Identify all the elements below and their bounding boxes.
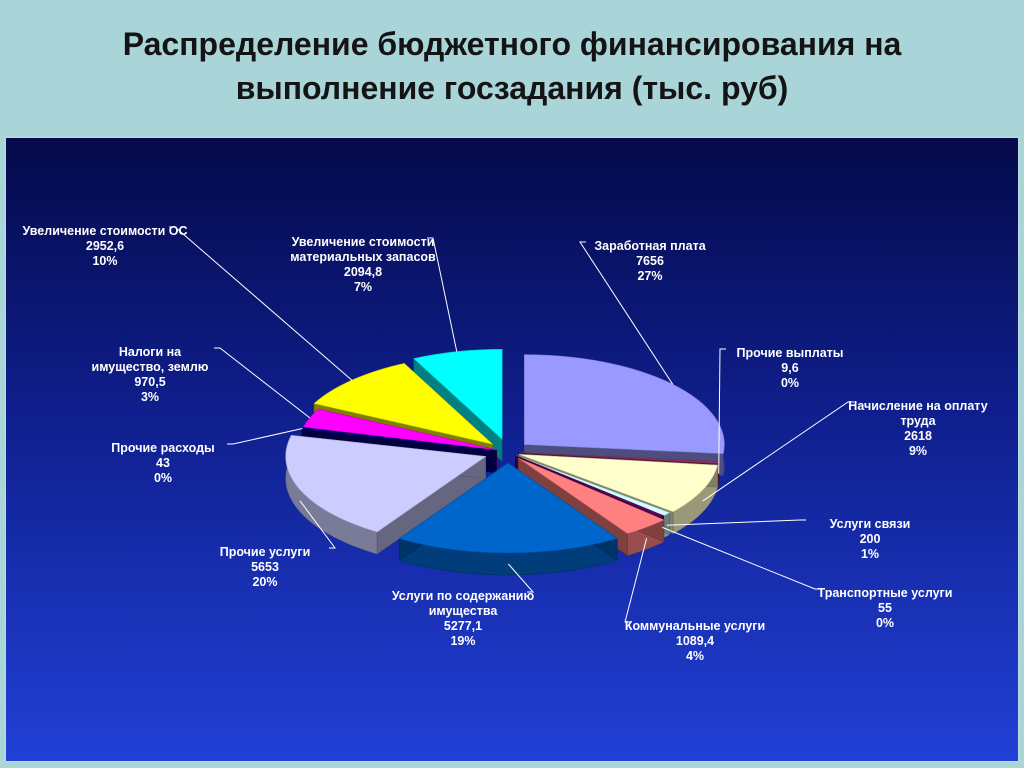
pie-slice-10-top: [302, 408, 497, 451]
data-label-2-line-3: 0%: [781, 376, 799, 390]
leader-line-3: [702, 401, 854, 502]
data-label-6-line-3: 4%: [686, 649, 704, 663]
data-label-2-line-1: Прочие выплаты: [737, 346, 844, 360]
pie-slices-layer: [285, 349, 725, 576]
title-line-1: Распределение бюджетного финансирования …: [122, 26, 902, 62]
chart-panel: [5, 137, 1019, 762]
data-label-5: Транспортные услуги 55 0%: [818, 586, 953, 630]
data-label-12-line-1: Увеличение стоимости: [292, 235, 435, 249]
data-label-8-line-2: 5653: [251, 560, 279, 574]
data-label-7-line-3: 5277,1: [444, 619, 482, 633]
data-label-12-line-4: 7%: [354, 280, 372, 294]
leader-line-11: [169, 226, 353, 381]
data-label-5-line-2: 55: [878, 601, 892, 615]
title-line-2: выполнение госзадания (тыс. руб): [235, 70, 789, 106]
data-label-6: Коммунальные услуги 1089,4 4%: [625, 619, 765, 663]
pie-slice-7: [398, 462, 618, 576]
data-label-4-line-3: 1%: [861, 547, 879, 561]
data-label-3-line-1: Начисление на оплату: [848, 399, 987, 413]
data-label-10-line-1: Налоги на: [119, 345, 182, 359]
leader-line-12: [427, 237, 458, 352]
leader-line-2: [718, 348, 726, 474]
data-label-5-line-3: 0%: [876, 616, 894, 630]
data-label-10-line-4: 3%: [141, 390, 159, 404]
data-label-8-line-1: Прочие услуги: [220, 545, 311, 559]
data-label-3: Начисление на оплату труда 2618 9%: [848, 399, 987, 458]
data-label-7-line-2: имущества: [429, 604, 499, 618]
leader-line-7: [508, 563, 535, 593]
leader-line-4: [666, 519, 806, 526]
data-label-1-line-1: Заработная плата: [594, 239, 706, 253]
data-label-10-line-2: имущество, землю: [92, 360, 209, 374]
leader-line-8: [299, 500, 336, 549]
data-label-11: Увеличение стоимости ОС 2952,6 10%: [22, 224, 187, 268]
pie-slice-1-top: [524, 354, 725, 454]
data-label-9: Прочие расходы 43 0%: [111, 441, 214, 485]
pie-slice-8: [285, 434, 487, 555]
data-label-1: Заработная плата 7656 27%: [594, 239, 706, 283]
data-label-4: Услуги связи 200 1%: [830, 517, 911, 561]
data-label-3-line-4: 9%: [909, 444, 927, 458]
pie-slice-11-top: [313, 363, 494, 445]
data-label-4-line-2: 200: [860, 532, 881, 546]
data-label-9-line-1: Прочие расходы: [111, 441, 214, 455]
leader-line-5: [662, 526, 821, 590]
data-label-11-line-2: 2952,6: [86, 239, 124, 253]
pie-slice-7-top: [398, 462, 618, 554]
data-label-2-line-2: 9,6: [781, 361, 798, 375]
data-label-3-line-2: труда: [900, 414, 936, 428]
data-label-1-line-2: 7656: [636, 254, 664, 268]
data-label-10: Налоги на имущество, землю 970,5 3%: [92, 345, 209, 404]
leader-line-6: [624, 538, 648, 623]
data-label-11-line-1: Увеличение стоимости ОС: [22, 224, 187, 238]
data-label-1-line-3: 27%: [637, 269, 662, 283]
data-label-6-line-1: Коммунальные услуги: [625, 619, 765, 633]
data-label-7-line-4: 19%: [450, 634, 475, 648]
pie-slice-8-top: [285, 434, 487, 533]
leader-lines-layer: [169, 226, 854, 623]
data-label-9-line-3: 0%: [154, 471, 172, 485]
page-title: Распределение бюджетного финансирования …: [0, 22, 1024, 110]
leader-line-10: [214, 347, 311, 419]
data-label-12-line-2: материальных запасов: [290, 250, 436, 264]
pie-slice-3-top: [518, 454, 718, 513]
data-labels-layer: Заработная плата 7656 27% Прочие выплаты 9,6…: [22, 224, 987, 663]
data-label-7-line-1: Услуги по содержанию: [392, 589, 535, 603]
data-label-11-line-3: 10%: [92, 254, 117, 268]
pie-slice-6-top: [518, 457, 665, 534]
data-label-5-line-1: Транспортные услуги: [818, 586, 953, 600]
data-label-12: Увеличение стоимости материальных запасов…: [290, 235, 436, 294]
data-label-6-line-2: 1089,4: [676, 634, 714, 648]
data-label-10-line-3: 970,5: [134, 375, 165, 389]
data-label-3-line-3: 2618: [904, 429, 932, 443]
leader-line-9: [227, 428, 303, 445]
data-label-12-line-3: 2094,8: [344, 265, 382, 279]
pie-slice-9-top: [301, 427, 497, 451]
data-label-4-line-1: Услуги связи: [830, 517, 911, 531]
data-label-8-line-3: 20%: [252, 575, 277, 589]
data-label-8: Прочие услуги 5653 20%: [220, 545, 311, 589]
data-label-7: Услуги по содержанию имущества 5277,1 19%: [392, 589, 535, 648]
leader-line-1: [579, 241, 674, 385]
data-label-9-line-2: 43: [156, 456, 170, 470]
pie-slice-5-top: [515, 455, 665, 518]
data-label-2: Прочие выплаты 9,6 0%: [737, 346, 844, 390]
